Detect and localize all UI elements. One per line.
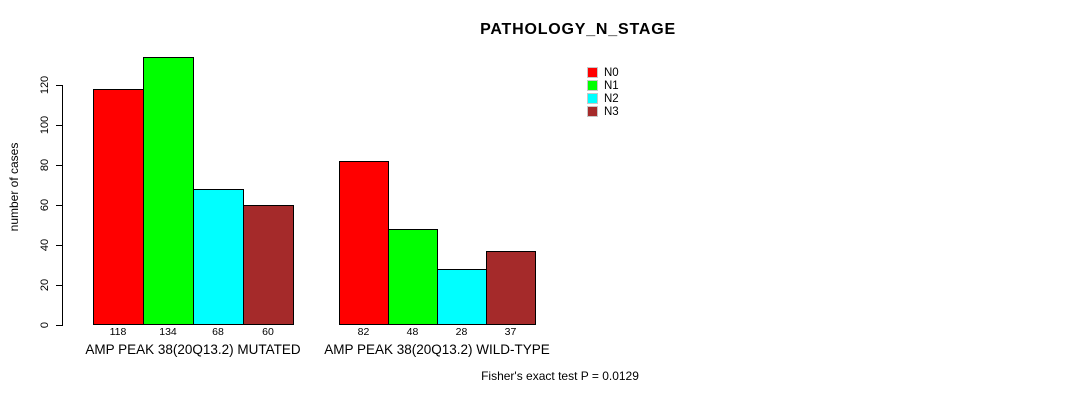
legend-swatch-n3	[587, 106, 598, 117]
y-tick-label: 100	[39, 115, 51, 135]
group-label: AMP PEAK 38(20Q13.2) WILD-TYPE	[324, 342, 550, 357]
legend-row: N3	[587, 105, 619, 118]
y-tick-mark	[56, 324, 63, 326]
y-tick-label: 80	[39, 158, 51, 172]
legend-row: N0	[587, 66, 619, 79]
bar-n1	[143, 57, 194, 325]
y-tick-label: 60	[39, 198, 51, 212]
bar-n0	[339, 161, 389, 325]
y-tick-mark	[56, 164, 63, 166]
bar-value-label: 48	[406, 326, 419, 338]
bar-n2	[193, 189, 244, 325]
chart-title: PATHOLOGY_N_STAGE	[480, 21, 676, 38]
bar-value-label: 118	[109, 326, 127, 338]
bar-n3	[243, 205, 294, 325]
bar-value-label: 82	[357, 326, 370, 338]
legend-swatch-n1	[587, 80, 598, 91]
legend-label: N3	[604, 105, 619, 118]
group-label: AMP PEAK 38(20Q13.2) MUTATED	[85, 342, 301, 357]
bar-n2	[437, 269, 487, 325]
bar-value-label: 37	[504, 326, 517, 338]
y-tick-label: 40	[39, 238, 51, 252]
stat-annotation: Fisher's exact test P = 0.0129	[481, 369, 639, 383]
y-axis-label: number of cases	[7, 142, 21, 232]
y-axis-line	[62, 85, 63, 326]
legend-swatch-n2	[587, 93, 598, 104]
y-tick-mark	[56, 244, 63, 246]
bar-n0	[93, 89, 144, 325]
legend-label: N2	[604, 92, 619, 105]
legend-label: N1	[604, 79, 619, 92]
y-tick-mark	[56, 284, 63, 286]
legend-row: N1	[587, 79, 619, 92]
legend-row: N2	[587, 92, 619, 105]
bar-value-label: 68	[212, 326, 224, 338]
bar-value-label: 60	[262, 326, 274, 338]
bar-value-label: 134	[159, 326, 177, 338]
bar-n3	[486, 251, 536, 325]
y-tick-mark	[56, 204, 63, 206]
legend-swatch-n0	[587, 67, 598, 78]
legend-label: N0	[604, 66, 619, 79]
legend: N0 N1 N2 N3	[587, 66, 619, 118]
bar-n1	[388, 229, 438, 325]
y-tick-mark	[56, 124, 63, 126]
y-tick-label: 0	[39, 321, 51, 329]
y-tick-mark	[56, 84, 63, 86]
bar-value-label: 28	[455, 326, 468, 338]
y-tick-label: 20	[39, 278, 51, 292]
y-tick-label: 120	[39, 75, 51, 95]
